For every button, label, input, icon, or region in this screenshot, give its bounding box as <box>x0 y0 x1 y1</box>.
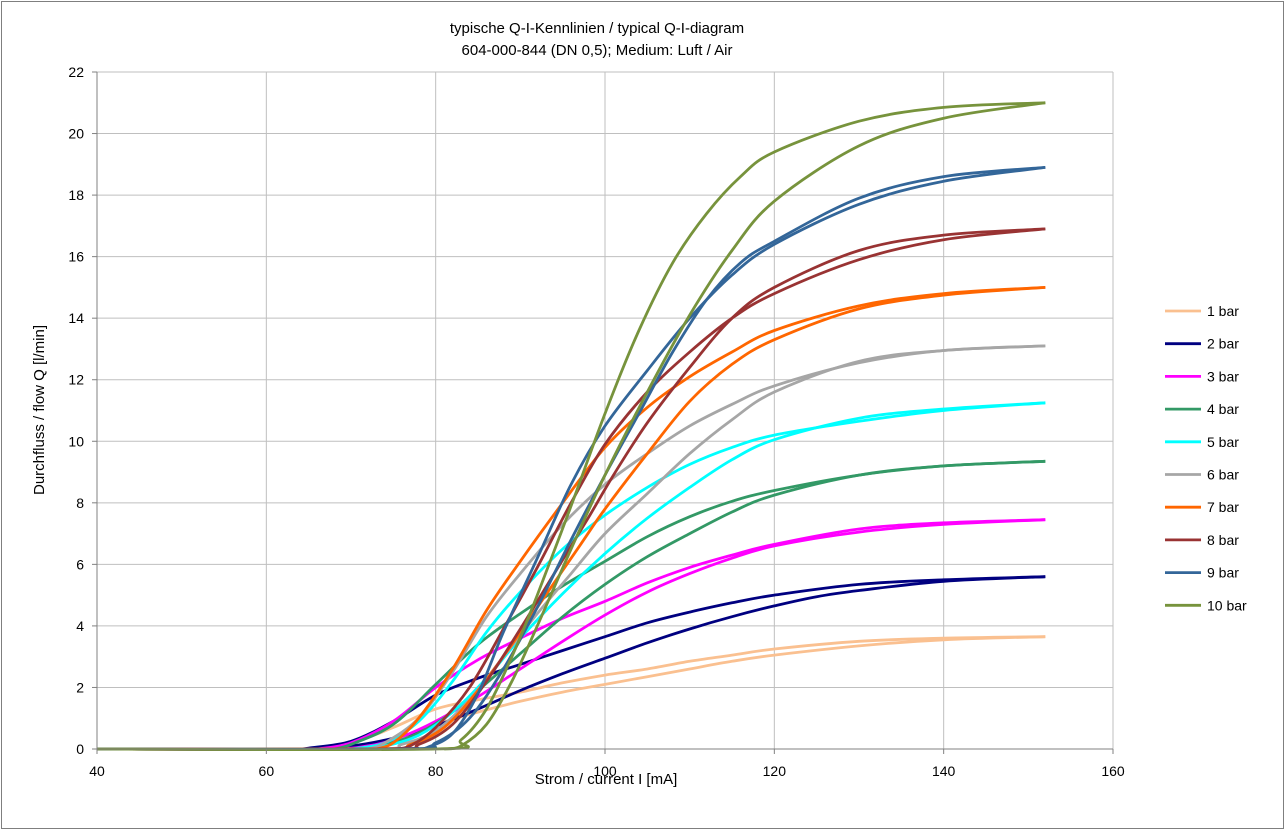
series-10-bar <box>96 101 1046 752</box>
chart-subtitle: 604-000-844 (DN 0,5); Medium: Luft / Air <box>462 42 733 59</box>
series-line-falling <box>443 101 1046 751</box>
y-axis-label: Durchfluss / flow Q [l/min] <box>31 325 48 495</box>
x-tick-label: 80 <box>428 763 444 779</box>
y-tick-label: 22 <box>68 64 84 80</box>
series-line-falling <box>350 401 1046 751</box>
legend-label: 1 bar <box>1207 303 1239 319</box>
series-9-bar <box>96 166 1046 751</box>
y-tick-label: 12 <box>68 372 84 388</box>
y-tick-label: 6 <box>76 556 84 572</box>
x-tick-label: 140 <box>932 763 956 779</box>
series-3-bar <box>96 518 1046 751</box>
series-line-rising <box>96 166 1046 751</box>
legend: 1 bar 2 bar 3 bar 4 bar 5 bar 6 bar 7 bar 8 bar… <box>1165 303 1247 613</box>
axes: 40 60 80 100 120 140 160 0 2 4 6 8 10 12 14 16 18 20 22 <box>68 64 1124 779</box>
series-line-falling <box>393 227 1046 751</box>
y-tick-label: 18 <box>68 187 84 203</box>
legend-label: 7 bar <box>1207 499 1239 515</box>
series-line-falling <box>333 459 1046 751</box>
y-tick-label: 16 <box>68 249 84 265</box>
series-2-bar <box>96 575 1046 751</box>
legend-label: 5 bar <box>1207 434 1239 450</box>
series-5-bar <box>96 401 1046 751</box>
y-tick-label: 4 <box>76 618 84 634</box>
legend-label: 6 bar <box>1207 467 1239 483</box>
series-line-rising <box>96 518 1046 751</box>
y-tick-label: 8 <box>76 495 84 511</box>
x-tick-label: 100 <box>593 763 617 779</box>
legend-label: 3 bar <box>1207 368 1239 384</box>
chart-title: typische Q-I-Kennlinien / typical Q-I-di… <box>450 20 744 37</box>
series-line-rising <box>96 575 1046 751</box>
y-tick-label: 20 <box>68 126 84 142</box>
series-line-rising <box>96 401 1046 751</box>
x-tick-label: 160 <box>1101 763 1125 779</box>
y-tick-label: 2 <box>76 679 84 695</box>
x-axis-label: Strom / current I [mA] <box>535 771 678 788</box>
x-tick-label: 40 <box>89 763 105 779</box>
legend-label: 8 bar <box>1207 532 1239 548</box>
legend-label: 9 bar <box>1207 565 1239 581</box>
series-line-falling <box>418 166 1046 751</box>
series-lines <box>96 101 1046 752</box>
series-line-rising <box>96 227 1046 751</box>
x-tick-label: 60 <box>259 763 275 779</box>
y-tick-label: 10 <box>68 433 84 449</box>
series-8-bar <box>96 227 1046 751</box>
y-tick-label: 14 <box>68 310 84 326</box>
y-tick-label: 0 <box>76 741 84 757</box>
series-line-falling <box>375 286 1046 751</box>
legend-label: 2 bar <box>1207 336 1239 352</box>
series-line-rising <box>96 101 1046 752</box>
legend-label: 4 bar <box>1207 401 1239 417</box>
x-tick-label: 120 <box>763 763 787 779</box>
series-1-bar <box>96 635 1046 751</box>
legend-label: 10 bar <box>1207 597 1247 613</box>
series-line-rising <box>96 635 1046 751</box>
